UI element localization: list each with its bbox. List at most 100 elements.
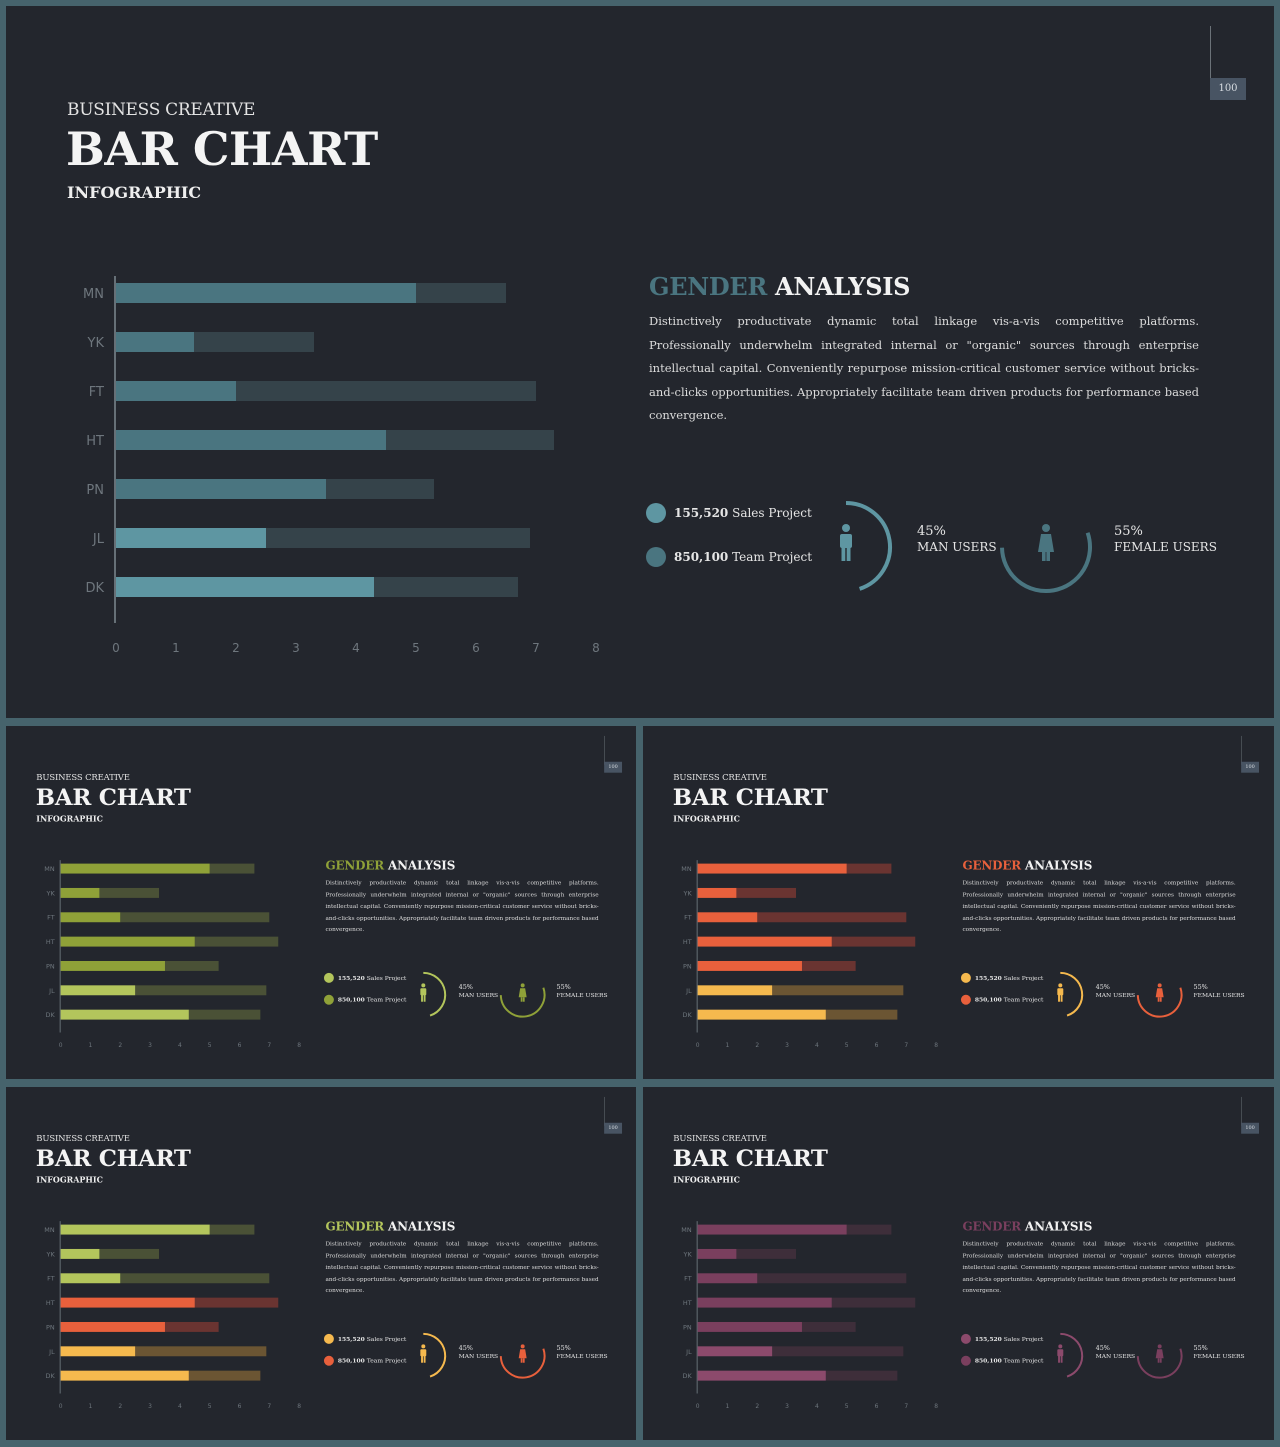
male-person-icon — [1057, 1344, 1064, 1363]
bar-segment-rest — [164, 960, 219, 971]
x-tick-label: 3 — [785, 1042, 789, 1049]
gauge-man-arc — [423, 971, 447, 1017]
slide-kicker: BUSINESS CREATIVE — [673, 1133, 767, 1144]
category-label: PN — [46, 962, 55, 970]
legend-team-text: Team Project — [1001, 996, 1044, 1004]
x-tick-label: 7 — [904, 1403, 908, 1410]
analysis-title-accent: GENDER — [325, 858, 385, 873]
category-label: PN — [683, 1323, 692, 1331]
gauge-man-users — [1057, 971, 1084, 1017]
bar-segment-main — [116, 479, 326, 499]
gauge-female-arc — [499, 987, 546, 1018]
bar-chart: MN YK FT HT PN JL DK 0 1 2 3 4 5 6 7 8 — [681, 860, 938, 1049]
slide-kicker: BUSINESS CREATIVE — [673, 772, 767, 783]
bar-segment-main — [60, 887, 100, 898]
legend-dot-sales — [646, 503, 666, 523]
category-label: FT — [684, 914, 692, 922]
analysis-title-rest: ANALYSIS — [384, 858, 456, 873]
bar-segment-main — [116, 577, 374, 597]
gauge-man-percent: 45% — [458, 1344, 473, 1352]
category-label: JL — [685, 987, 692, 995]
legend-dot-team — [323, 1355, 334, 1366]
bar-segment-main — [60, 1248, 100, 1259]
legend-dot-sales — [960, 1333, 971, 1344]
legend-sales-text: Sales Project — [364, 974, 407, 982]
legend-team-text: Team Project — [364, 996, 407, 1004]
bar-segment-rest — [188, 1370, 261, 1381]
x-tick-label: 0 — [112, 641, 120, 655]
bar-segment-rest — [736, 1248, 797, 1259]
bar-segment-rest — [757, 912, 907, 923]
category-label: YK — [683, 1250, 693, 1258]
x-tick-label: 2 — [232, 641, 240, 655]
bar-segment-rest — [825, 1009, 898, 1020]
legend-dot-team — [646, 547, 666, 567]
gauge-female-users — [1136, 1344, 1183, 1379]
x-tick-label: 4 — [815, 1042, 819, 1049]
slide-variant-olive: 100 BUSINESS CREATIVE BAR CHART INFOGRAP… — [6, 726, 636, 1079]
legend-sales-value: 155,520 — [974, 1335, 1002, 1343]
gauge-man-label: MAN USERS — [458, 1352, 499, 1360]
x-tick-label: 4 — [352, 641, 360, 655]
legend-team-text: Team Project — [728, 550, 813, 564]
x-tick-label: 0 — [696, 1403, 700, 1410]
legend-sales-value: 155,520 — [674, 506, 729, 520]
category-label: HT — [86, 434, 104, 449]
x-tick-label: 2 — [755, 1042, 759, 1049]
analysis-title-accent: GENDER — [962, 1219, 1022, 1234]
gauge-man-users — [420, 1332, 447, 1378]
bar-segment-main — [697, 1346, 773, 1357]
x-tick-label: 7 — [904, 1042, 908, 1049]
gauge-man-percent: 45% — [458, 983, 473, 991]
bar-segment-main — [697, 887, 737, 898]
category-label: DK — [85, 581, 104, 596]
category-label: MN — [44, 865, 55, 873]
category-label: HT — [683, 938, 692, 946]
category-label: FT — [684, 1275, 692, 1283]
analysis-body: Distinctively productivate dynamic total… — [962, 1240, 1236, 1294]
gauge-female-arc — [1136, 987, 1183, 1018]
male-person-icon — [420, 1344, 427, 1363]
bar-segment-main — [697, 1224, 847, 1235]
bar-segment-rest — [736, 887, 797, 898]
category-label: DK — [45, 1011, 55, 1019]
gauge-man-label: MAN USERS — [1095, 1352, 1136, 1360]
x-tick-label: 1 — [172, 641, 180, 655]
category-label: FT — [47, 914, 55, 922]
bar-segment-main — [116, 528, 266, 548]
analysis-body: Distinctively productivate dynamic total… — [649, 314, 1199, 422]
slide-main: 100 BUSINESS CREATIVE BAR CHART INFOGRAP… — [6, 6, 1274, 718]
slide-title: BAR CHART — [672, 1144, 828, 1172]
bar-segment-rest — [135, 1346, 267, 1357]
female-person-icon — [518, 1344, 527, 1363]
bar-segment-main — [697, 1321, 802, 1332]
gauge-man-users — [840, 501, 892, 591]
analysis-title-accent: GENDER — [325, 1219, 385, 1234]
gauge-man-arc — [1060, 1332, 1084, 1378]
x-tick-label: 2 — [118, 1042, 122, 1049]
page-number: 100 — [1210, 78, 1246, 100]
x-tick-label: 6 — [875, 1042, 879, 1049]
bar-chart: MN YK FT HT PN JL DK 0 1 2 3 4 5 6 7 8 — [83, 276, 600, 655]
male-person-icon — [420, 983, 427, 1002]
female-person-icon — [1038, 524, 1054, 561]
gauge-female-users — [499, 983, 546, 1018]
bar-segment-rest — [209, 1224, 255, 1235]
legend-team-value: 850,100 — [974, 1357, 1002, 1365]
x-tick-label: 8 — [934, 1403, 938, 1410]
gauge-female-label: FEMALE USERS — [1114, 540, 1217, 554]
bar-segment-rest — [99, 1248, 160, 1259]
bar-segment-main — [116, 283, 416, 303]
bar-segment-main — [60, 936, 195, 947]
page-number: 100 — [604, 761, 623, 773]
male-person-icon — [1057, 983, 1064, 1002]
bar-chart: MN YK FT HT PN JL DK 0 1 2 3 4 5 6 7 8 — [681, 1221, 938, 1410]
legend-dot-team — [960, 1355, 971, 1366]
analysis-body: Distinctively productivate dynamic total… — [325, 1240, 599, 1294]
gauge-man-arc — [1060, 971, 1084, 1017]
category-label: MN — [83, 287, 104, 302]
category-label: HT — [46, 1299, 55, 1307]
x-tick-label: 6 — [238, 1042, 242, 1049]
slide-variant-mixed: 100 BUSINESS CREATIVE BAR CHART INFOGRAP… — [6, 1087, 636, 1440]
female-person-icon — [1155, 1344, 1164, 1363]
